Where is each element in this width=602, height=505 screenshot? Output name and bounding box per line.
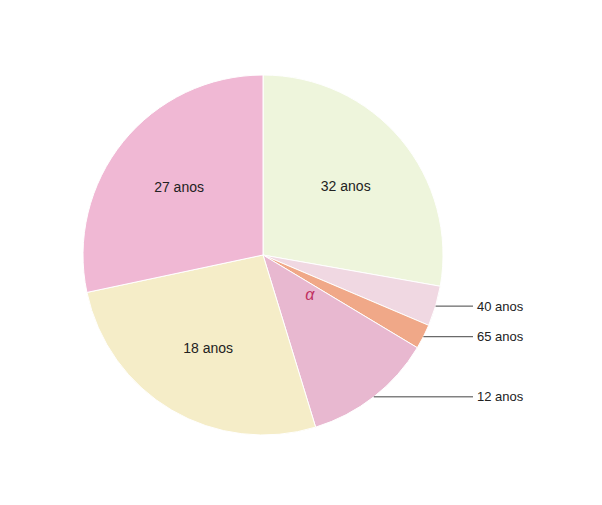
svg-text:α: α	[305, 286, 315, 303]
svg-text:40 anos: 40 anos	[477, 299, 524, 314]
svg-text:27 anos: 27 anos	[154, 179, 204, 195]
svg-text:18 anos: 18 anos	[183, 340, 233, 356]
svg-text:12 anos: 12 anos	[477, 389, 524, 404]
svg-text:32 anos: 32 anos	[321, 178, 371, 194]
svg-text:65 anos: 65 anos	[477, 329, 524, 344]
